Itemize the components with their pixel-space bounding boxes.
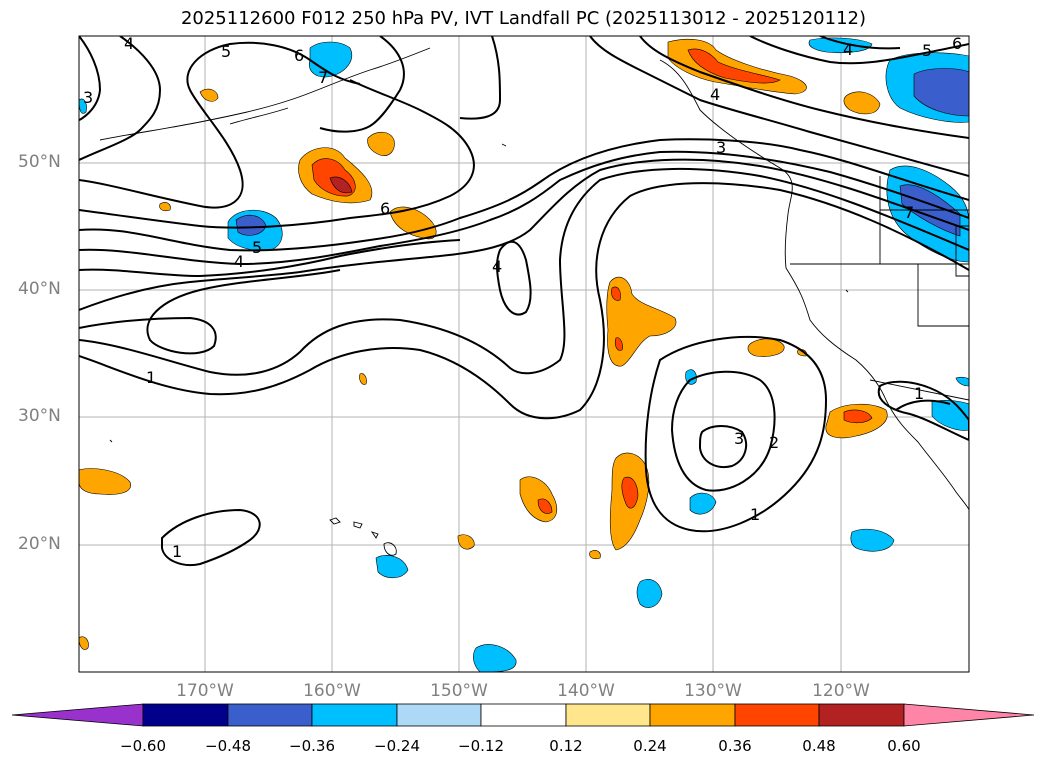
colorbar-segment <box>396 703 482 727</box>
contour-label: 4 <box>234 252 244 271</box>
colorbar-tick: −0.48 <box>205 737 251 755</box>
pv-contours <box>79 36 969 566</box>
colorbar-segment <box>311 703 398 727</box>
contour-label: 4 <box>843 40 853 59</box>
colorbar-tick: 0.24 <box>633 737 667 755</box>
contour-label: 5 <box>922 41 932 60</box>
contour-label: 1 <box>146 368 156 387</box>
contour-label: 6 <box>380 199 390 218</box>
lon-label: 170°W <box>176 681 234 701</box>
colorbar-extend-high <box>903 703 1035 727</box>
map-title: 2025112600 F012 250 hPa PV, IVT Landfall… <box>180 8 867 29</box>
colorbar-tick: 0.48 <box>802 737 836 755</box>
contour-label: 3 <box>716 138 726 157</box>
positive-anomaly-fills <box>79 38 888 650</box>
contour-label: 7 <box>318 68 328 87</box>
map-border <box>78 35 970 673</box>
lon-label: 130°W <box>684 681 742 701</box>
contour-label: 4 <box>124 34 134 53</box>
map-content: 4 5 6 7 3 5 4 6 4 3 4 5 6 7 4 1 3 2 1 1 … <box>79 34 969 672</box>
negative-anomaly-fills <box>79 37 969 672</box>
lon-label: 120°W <box>812 681 870 701</box>
colorbar-tick: 0.60 <box>887 737 921 755</box>
colorbar-segment <box>227 703 313 727</box>
lon-label: 160°W <box>303 681 361 701</box>
contour-label: 3 <box>83 88 93 107</box>
lon-label: 140°W <box>557 681 615 701</box>
colorbar-tick: 0.36 <box>718 737 752 755</box>
contour-label: 7 <box>904 203 914 222</box>
lat-label: 50°N <box>18 152 61 172</box>
contour-label: 5 <box>221 42 231 61</box>
contour-label: 5 <box>252 238 262 257</box>
lat-label: 40°N <box>18 279 61 299</box>
colorbar-tick: −0.60 <box>120 737 166 755</box>
colorbar-tick: −0.12 <box>458 737 504 755</box>
contour-labels: 4 5 6 7 3 5 4 6 4 3 4 5 6 7 4 1 3 2 1 1 … <box>83 34 962 561</box>
colorbar-tick: 0.12 <box>549 737 583 755</box>
colorbar-segment <box>142 703 229 727</box>
contour-label: 2 <box>769 433 779 452</box>
colorbar-segment <box>818 703 905 727</box>
islands <box>109 143 849 556</box>
lat-label: 20°N <box>18 534 61 554</box>
contour-label: 4 <box>492 257 502 276</box>
contour-label: 1 <box>172 542 182 561</box>
colorbar-tick: −0.36 <box>289 737 335 755</box>
colorbar-segment <box>480 703 567 727</box>
lon-label: 150°W <box>430 681 488 701</box>
colorbar <box>11 703 1035 727</box>
colorbar-segment <box>649 703 736 727</box>
map-panel <box>79 36 969 672</box>
colorbar-tick: −0.24 <box>374 737 420 755</box>
colorbar-segment <box>734 703 820 727</box>
contour-label: 3 <box>734 429 744 448</box>
graticule <box>79 36 969 672</box>
colorbar-extend-low <box>11 703 144 727</box>
contour-label: 1 <box>914 384 924 403</box>
colorbar-segment <box>565 703 651 727</box>
contour-label: 1 <box>750 505 760 524</box>
lat-label: 30°N <box>18 406 61 426</box>
contour-label: 4 <box>710 85 720 104</box>
contour-label: 6 <box>952 34 962 53</box>
contour-label: 6 <box>294 46 304 65</box>
